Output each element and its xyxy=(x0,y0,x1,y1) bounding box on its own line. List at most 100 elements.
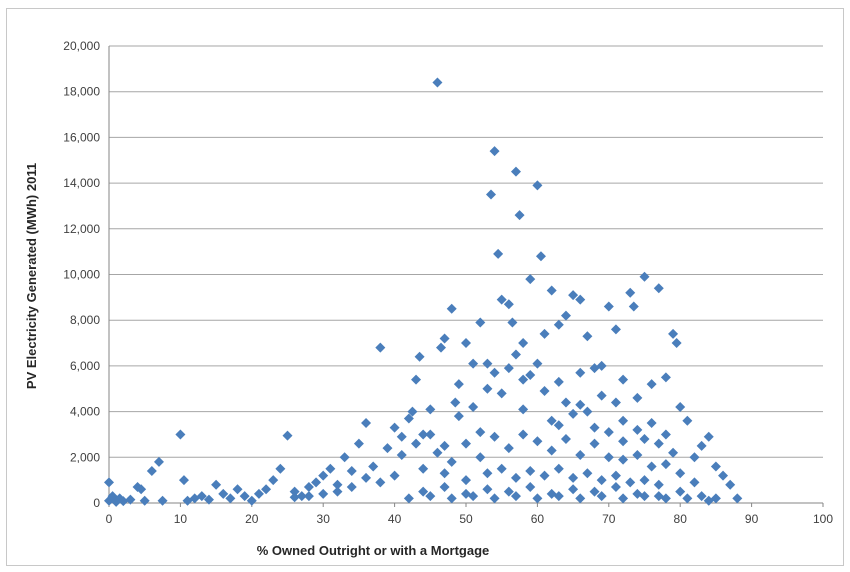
data-point xyxy=(418,463,429,474)
data-point xyxy=(461,475,471,486)
data-point xyxy=(425,491,436,502)
y-tick-label: 8,000 xyxy=(70,313,100,327)
data-point xyxy=(625,477,636,488)
data-point xyxy=(353,438,364,449)
data-point xyxy=(546,445,557,456)
data-point xyxy=(668,447,679,458)
data-point xyxy=(139,495,150,506)
data-point xyxy=(318,470,329,481)
data-point xyxy=(532,180,543,191)
data-point xyxy=(603,301,614,312)
data-point xyxy=(411,438,422,449)
data-point xyxy=(535,251,546,262)
data-point xyxy=(496,294,507,305)
data-point xyxy=(603,452,614,463)
data-point xyxy=(239,491,250,502)
data-point xyxy=(610,482,621,493)
data-point xyxy=(546,415,557,426)
data-point xyxy=(618,493,629,504)
data-point xyxy=(668,328,679,339)
data-point xyxy=(332,486,343,497)
data-point xyxy=(403,493,414,504)
data-point xyxy=(282,430,293,441)
data-point xyxy=(725,479,736,490)
data-point xyxy=(553,319,564,330)
data-points xyxy=(104,77,743,507)
chart-frame: 0 2,000 4,000 6,000 8,000 10,000 12,000 14,000 1… xyxy=(6,8,844,566)
data-point xyxy=(628,301,639,312)
data-point xyxy=(575,294,586,305)
data-point xyxy=(196,491,207,502)
data-point xyxy=(178,475,189,486)
data-point xyxy=(507,317,518,328)
data-point xyxy=(346,482,357,493)
data-point xyxy=(639,271,650,282)
y-tick-label: 0 xyxy=(93,496,100,510)
data-point xyxy=(136,484,147,495)
data-point xyxy=(653,283,664,294)
data-point xyxy=(632,450,643,461)
data-point xyxy=(203,494,214,505)
data-point xyxy=(382,443,393,454)
data-point xyxy=(496,388,507,399)
data-point xyxy=(596,491,607,502)
data-point xyxy=(425,404,436,415)
data-point xyxy=(682,415,693,426)
data-point xyxy=(575,399,586,410)
data-point xyxy=(146,466,157,477)
data-point xyxy=(489,367,500,378)
data-point xyxy=(446,456,457,467)
data-point xyxy=(589,486,600,497)
data-point xyxy=(532,358,543,369)
y-tick-label: 12,000 xyxy=(63,222,100,236)
data-point xyxy=(618,415,629,426)
data-point xyxy=(532,436,543,447)
data-point xyxy=(439,468,450,479)
data-point xyxy=(625,287,636,298)
data-point xyxy=(361,418,372,429)
data-point xyxy=(361,472,372,483)
data-point xyxy=(425,429,436,440)
data-point xyxy=(639,475,650,486)
y-tick-label: 20,000 xyxy=(63,39,100,53)
data-point xyxy=(618,436,629,447)
data-point xyxy=(514,210,525,221)
data-point xyxy=(468,358,479,369)
data-point xyxy=(432,447,443,458)
x-tick-label: 10 xyxy=(174,512,188,526)
data-point xyxy=(518,374,529,385)
data-point xyxy=(546,285,557,296)
data-point xyxy=(368,461,379,472)
y-tick-label: 6,000 xyxy=(70,359,100,373)
y-tick-label: 18,000 xyxy=(63,85,100,99)
data-point xyxy=(453,411,464,422)
data-point xyxy=(696,440,707,451)
data-point xyxy=(703,495,714,506)
data-point xyxy=(439,440,450,451)
data-point xyxy=(104,477,114,488)
data-point xyxy=(482,383,493,394)
data-point xyxy=(289,486,300,497)
data-point xyxy=(553,420,564,431)
data-point xyxy=(407,406,418,417)
data-point xyxy=(675,486,686,497)
data-point xyxy=(532,493,543,504)
data-point xyxy=(503,363,514,374)
data-point xyxy=(660,372,671,383)
data-point xyxy=(453,379,464,390)
data-point xyxy=(710,461,721,472)
data-point xyxy=(218,488,229,499)
gridlines xyxy=(109,45,823,458)
data-point xyxy=(418,429,429,440)
data-point xyxy=(403,413,414,424)
data-point xyxy=(671,338,682,349)
x-tick-label: 50 xyxy=(459,512,473,526)
data-point xyxy=(225,493,236,504)
data-point xyxy=(582,406,593,417)
y-tick-labels: 0 2,000 4,000 6,000 8,000 10,000 12,000 14,000 1… xyxy=(63,39,100,510)
data-point xyxy=(568,408,579,419)
x-tick-label: 20 xyxy=(245,512,259,526)
data-point xyxy=(589,422,600,433)
data-point xyxy=(525,274,536,285)
data-point xyxy=(646,461,657,472)
